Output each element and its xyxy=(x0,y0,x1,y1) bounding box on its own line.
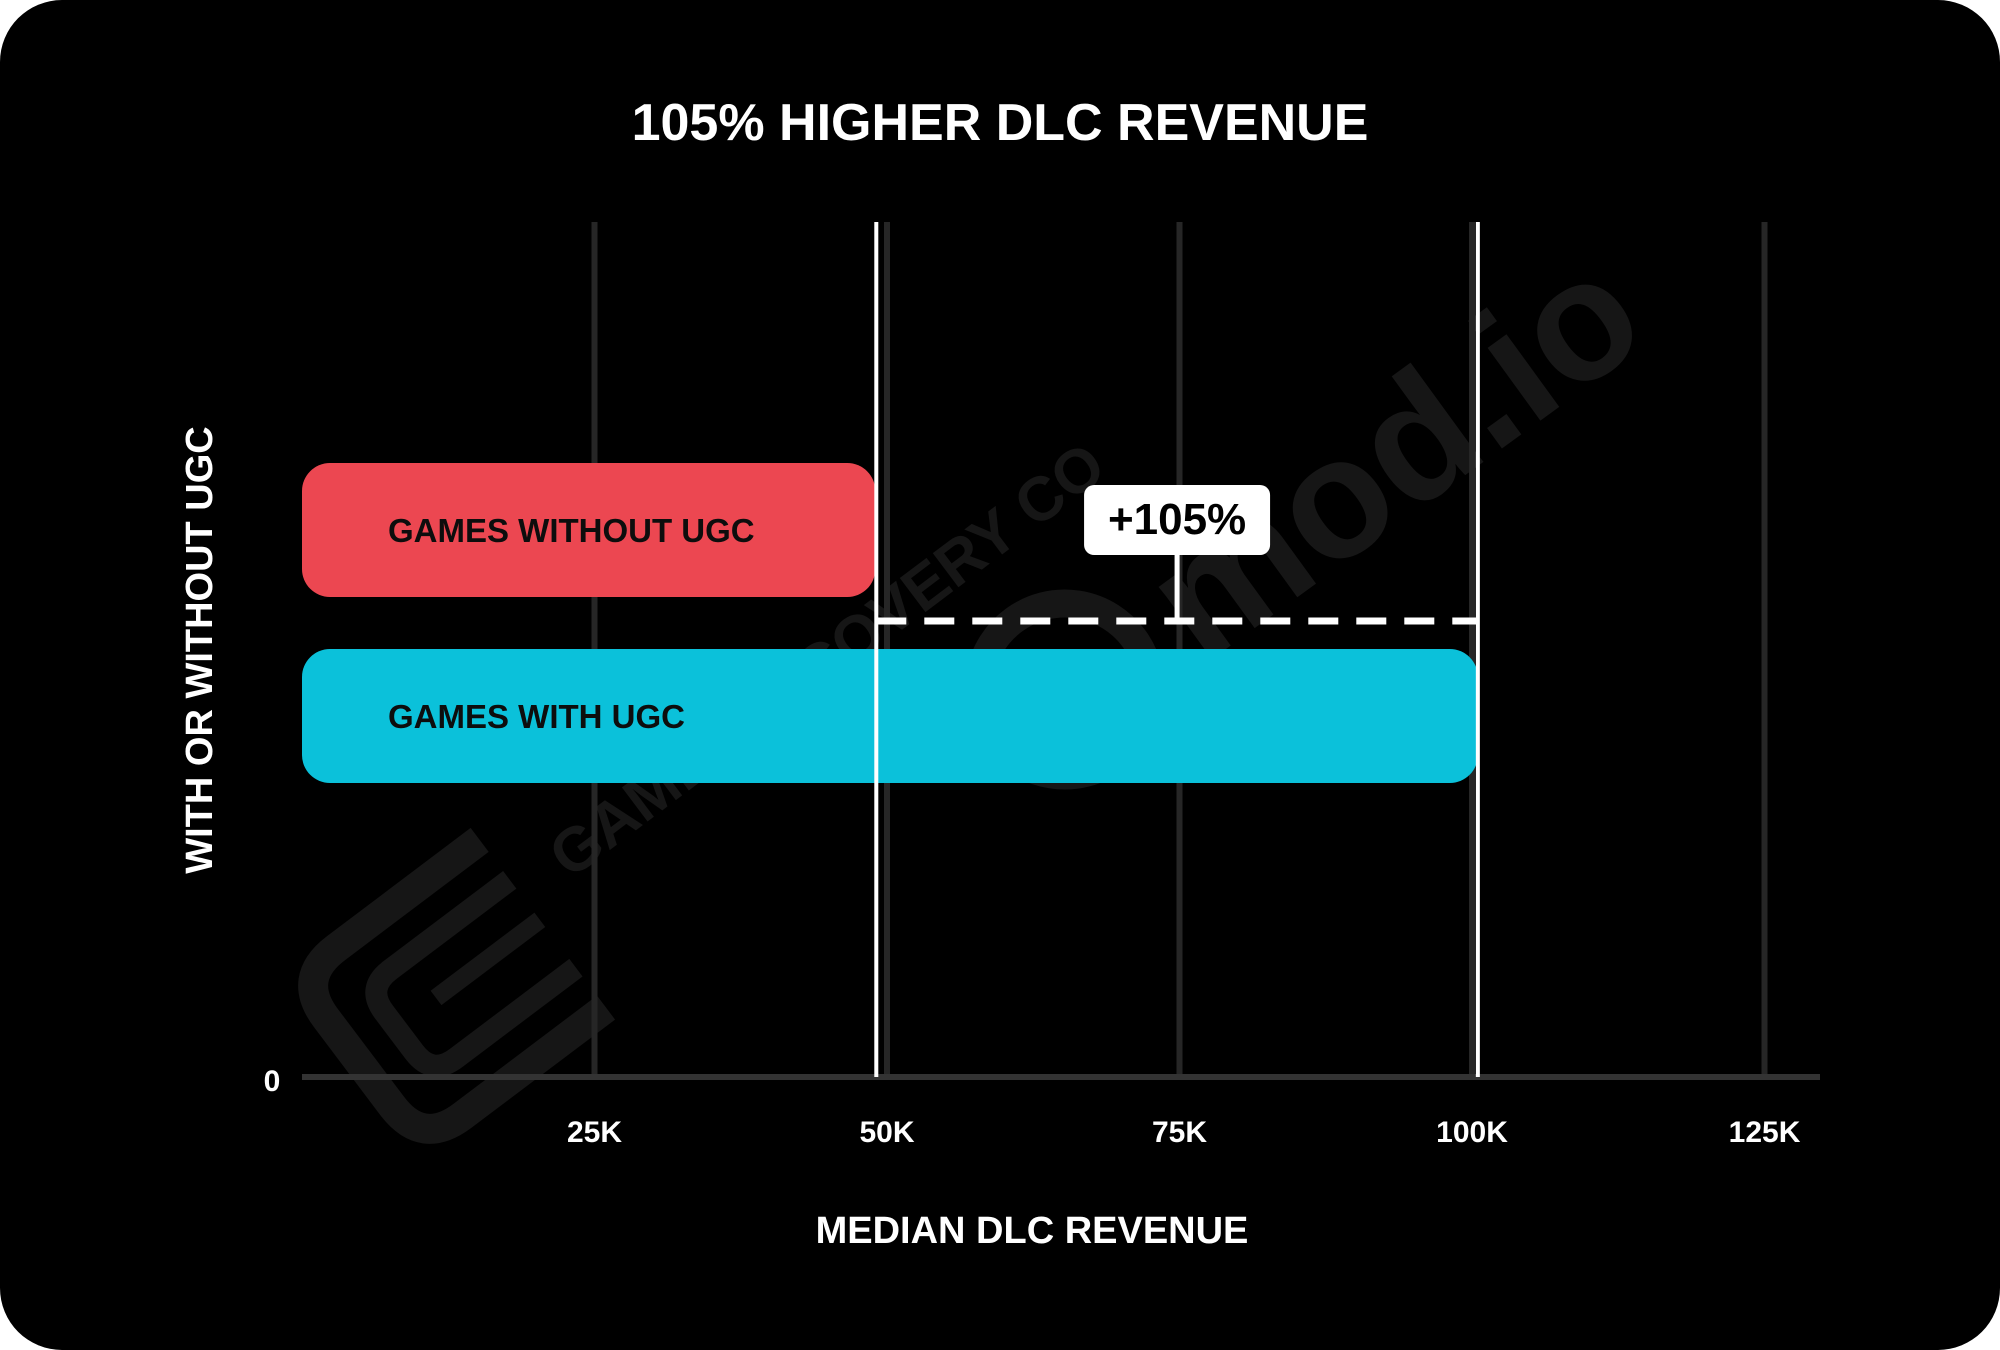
label-layer: 25K 50K 75K 100K 125K xyxy=(567,1116,1801,1149)
x-tick-label: 25K xyxy=(567,1116,622,1149)
callout-box xyxy=(1084,485,1271,555)
x-tick-label: 75K xyxy=(1152,1116,1207,1149)
x-tick-label: 50K xyxy=(859,1116,914,1149)
x-tick-label: 125K xyxy=(1729,1116,1801,1149)
chart-title: 105% HIGHER DLC REVENUE xyxy=(632,94,1369,152)
x-tick-label: 100K xyxy=(1436,1116,1508,1149)
bar-label: GAMES WITHOUT UGC xyxy=(388,512,755,549)
bar-layer: GAMES WITHOUT UGC GAMES WITH UGC xyxy=(302,463,1478,783)
bar-label: GAMES WITH UGC xyxy=(388,698,685,735)
bar-without-ugc xyxy=(302,463,876,597)
x-axis-title: MEDIAN DLC REVENUE xyxy=(816,1210,1249,1252)
origin-label: 0 xyxy=(264,1065,281,1098)
callout-label: +105% xyxy=(1108,495,1246,544)
gdco-logo-icon xyxy=(298,827,616,1144)
bar-with-ugc xyxy=(302,649,1478,783)
annotation-layer: +105% xyxy=(874,222,1480,1077)
y-axis-title: WITH OR WITHOUT UGC xyxy=(179,426,221,873)
